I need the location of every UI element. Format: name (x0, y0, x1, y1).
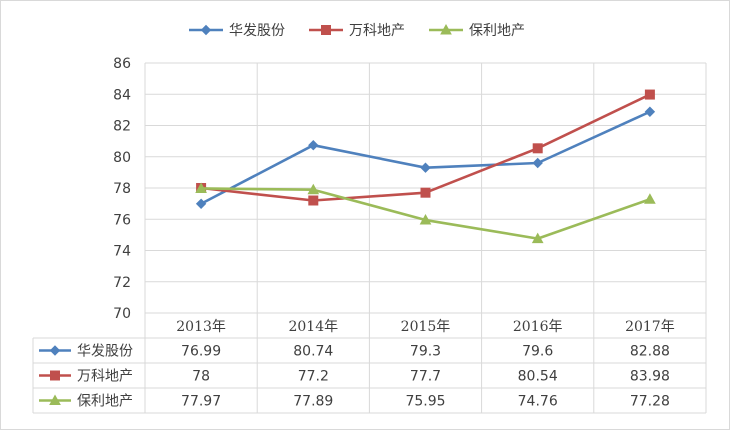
data-point (644, 106, 656, 117)
x-tick-label: 2013年 (176, 319, 226, 335)
data-label: 79.6 (522, 344, 553, 360)
data-point (308, 139, 319, 151)
legend-marker (321, 25, 331, 35)
data-point (308, 195, 319, 206)
data-point (644, 193, 656, 204)
data-label: 77.97 (181, 394, 221, 410)
data-label: 74.76 (518, 394, 558, 410)
y-tick-label: 72 (113, 275, 131, 291)
y-tick-label: 86 (113, 56, 131, 72)
y-tick-label: 84 (113, 87, 131, 103)
y-tick-label: 74 (113, 244, 131, 260)
data-point (644, 89, 655, 100)
data-point (420, 162, 431, 173)
data-label: 82.88 (630, 344, 670, 360)
x-tick-label: 2017年 (625, 319, 675, 335)
data-label: 78 (192, 369, 210, 385)
data-label: 75.95 (405, 394, 445, 410)
table-row-label: 华发股份 (77, 344, 133, 360)
y-tick-label: 80 (113, 150, 131, 166)
data-label: 83.98 (630, 369, 670, 385)
data-point (420, 187, 431, 198)
data-label: 76.99 (181, 344, 221, 360)
data-label: 80.54 (518, 369, 558, 385)
legend-key-marker (49, 394, 61, 405)
data-point (532, 143, 543, 154)
table-row-label: 保利地产 (77, 394, 133, 410)
series-line (200, 93, 651, 202)
legend-key-marker (50, 370, 60, 381)
data-label: 77.28 (630, 394, 670, 410)
data-label: 77.7 (410, 369, 441, 385)
table-row-label: 万科地产 (77, 369, 133, 385)
y-tick-label: 78 (113, 181, 131, 197)
data-point (195, 198, 207, 209)
x-tick-label: 2015年 (401, 319, 451, 335)
y-tick-label: 76 (113, 212, 131, 228)
y-tick-label: 82 (113, 119, 131, 135)
x-tick-label: 2014年 (288, 319, 338, 335)
data-label: 77.2 (298, 369, 329, 385)
legend-key-marker (49, 345, 61, 356)
legend-marker (200, 24, 212, 36)
data-point (531, 232, 544, 244)
legend-marker (440, 23, 452, 35)
data-point (307, 183, 320, 195)
data-point (195, 182, 207, 193)
data-label: 80.74 (293, 344, 333, 360)
data-point (532, 157, 543, 169)
data-label: 79.3 (410, 344, 441, 360)
y-tick-label: 70 (113, 306, 131, 322)
x-tick-label: 2016年 (513, 319, 563, 335)
data-label: 77.89 (293, 394, 333, 410)
legend-label: 万科地产 (349, 23, 405, 39)
data-point (419, 214, 432, 225)
legend-label: 华发股份 (229, 23, 285, 39)
legend-label: 保利地产 (469, 23, 525, 39)
